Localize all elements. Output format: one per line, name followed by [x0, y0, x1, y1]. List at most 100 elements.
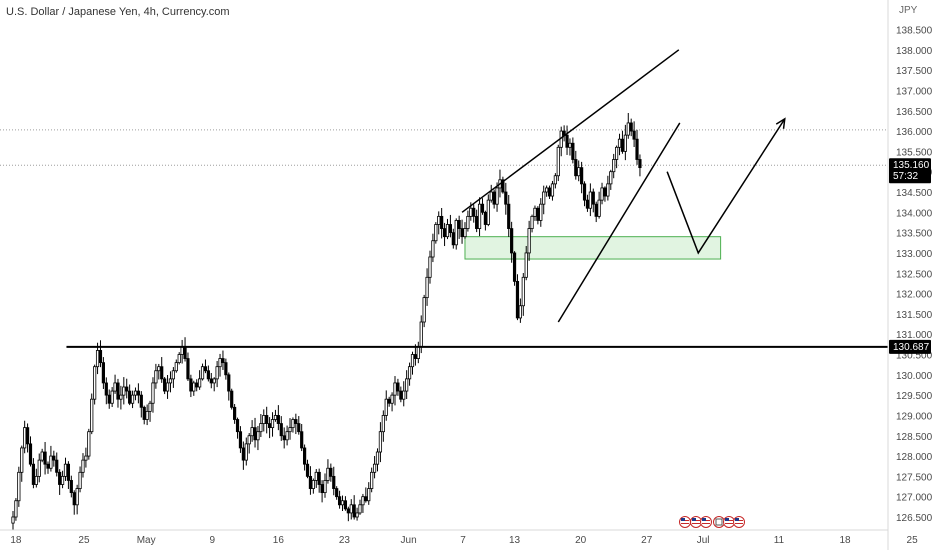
projection-arrowhead: [775, 117, 786, 129]
candle-body: [431, 240, 435, 258]
lower-wedge-line[interactable]: [557, 122, 681, 323]
candle-body: [142, 406, 146, 420]
candle-body: [221, 358, 225, 364]
candle-body: [425, 276, 429, 299]
candle-body: [533, 207, 537, 217]
candle-body: [617, 138, 622, 148]
y-tick-label: 129.500: [896, 391, 932, 402]
candle-body: [343, 500, 348, 510]
us-flag-icon[interactable]: [723, 516, 735, 528]
key-level-badge[interactable]: 130.687: [889, 339, 931, 354]
candle-body: [384, 398, 388, 416]
candle-body: [40, 451, 44, 461]
candle-body: [235, 419, 240, 433]
candle-body: [224, 362, 228, 376]
candle-body: [457, 220, 461, 229]
candle-body: [547, 187, 552, 197]
candle-body: [340, 500, 345, 506]
candle-body: [151, 382, 155, 404]
us-flag-icon[interactable]: [700, 516, 712, 528]
candle-body: [46, 463, 50, 469]
candle-body: [23, 427, 27, 449]
event-icons[interactable]: [679, 516, 745, 528]
candle-body: [212, 378, 216, 384]
candle-body: [609, 171, 613, 185]
candle-body: [524, 252, 528, 278]
candle-body: [233, 406, 237, 420]
x-tick-label: 11: [774, 535, 785, 546]
candle-body: [294, 419, 298, 424]
candle-body: [192, 382, 196, 392]
zone-rect[interactable]: [464, 236, 722, 260]
candle-body: [128, 390, 132, 404]
candle-body: [489, 191, 493, 201]
dotted-levels: [0, 129, 888, 166]
candle-body: [521, 276, 525, 307]
time-axis[interactable]: 18 25 May 9 16 23 Jun 7 13 20 27 Jul 11 18 25: [10, 535, 918, 546]
candle-body: [372, 463, 377, 473]
candle-body: [483, 211, 487, 225]
candle-body: [206, 370, 210, 380]
candle-body: [154, 370, 158, 384]
candle-body: [413, 354, 418, 359]
candle-body: [320, 484, 324, 494]
candle-body: [606, 183, 610, 197]
candle-body: [530, 215, 534, 229]
candle-body: [273, 415, 278, 420]
x-tick-label: 7: [460, 535, 466, 546]
candle-body: [512, 252, 517, 282]
y-tick-label: 130.500: [896, 351, 932, 362]
candle-body: [550, 183, 555, 197]
candle-body: [472, 207, 476, 217]
candle-body: [615, 146, 619, 160]
candle-body: [600, 187, 604, 201]
projection-path[interactable]: [666, 118, 786, 255]
candle-body: [305, 463, 310, 477]
calendar-icon[interactable]: [713, 516, 725, 528]
candle-body: [268, 423, 272, 429]
candle-body: [594, 203, 598, 217]
candle-body: [87, 431, 91, 457]
candle-body: [297, 423, 301, 433]
candle-body: [25, 427, 30, 445]
candle-body: [335, 488, 339, 498]
candle-body: [209, 378, 213, 384]
candle-body: [367, 488, 371, 502]
y-tick-label: 127.000: [896, 493, 932, 504]
candle-body: [171, 370, 175, 380]
current-price-badge-text: 135.160: [893, 160, 930, 171]
x-tick-label: May: [137, 535, 156, 546]
candle-body: [410, 354, 415, 368]
candle-body: [63, 463, 68, 477]
us-flag-icon[interactable]: [690, 516, 702, 528]
candle-body: [55, 459, 59, 473]
us-flag-icon[interactable]: [733, 516, 745, 528]
upper-wedge-line[interactable]: [461, 49, 680, 213]
us-flag-icon[interactable]: [679, 516, 691, 528]
candle-body: [480, 203, 485, 213]
x-tick-label: 16: [273, 535, 285, 546]
y-tick-label: 128.000: [896, 452, 932, 463]
candle-body: [113, 382, 117, 392]
candle-body: [597, 199, 601, 217]
y-tick-label: 128.500: [896, 432, 932, 443]
x-tick-label: 25: [78, 535, 90, 546]
candle-body: [101, 362, 105, 384]
candle-body: [107, 394, 111, 404]
y-tick-label: 129.000: [896, 411, 932, 422]
candle-body: [620, 138, 625, 152]
candle-body: [203, 366, 208, 372]
candle-body: [168, 378, 173, 384]
x-tick-label: Jun: [401, 535, 417, 546]
candle-body: [265, 415, 269, 424]
y-tick-label: 131.500: [896, 310, 932, 321]
candle-body: [591, 191, 595, 205]
y-tick-label: 134.500: [896, 188, 932, 199]
candle-body: [288, 427, 292, 433]
candle-body: [311, 480, 315, 489]
candle-body: [428, 256, 432, 278]
candles[interactable]: [11, 112, 642, 530]
